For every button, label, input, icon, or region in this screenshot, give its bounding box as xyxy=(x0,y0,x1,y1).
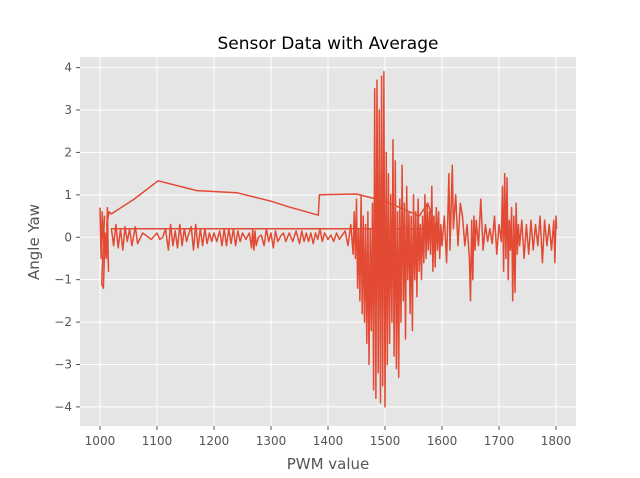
y-tick-label: −3 xyxy=(54,358,72,372)
chart-title: Sensor Data with Average xyxy=(218,34,439,54)
x-tick-label: 1000 xyxy=(85,434,116,448)
x-axis-ticks: 1000 1100 1200 1300 1400 1500 1600 1700 1800 xyxy=(85,426,572,448)
x-tick-label: 1600 xyxy=(427,434,458,448)
y-tick-label: −2 xyxy=(54,315,72,329)
series-line xyxy=(99,71,558,408)
x-tick-label: 1400 xyxy=(313,434,344,448)
y-axis-ticks: −4 −3 −2 −1 0 1 2 3 4 xyxy=(54,61,80,414)
x-tick-label: 1300 xyxy=(256,434,287,448)
y-axis-label: Angle Yaw xyxy=(25,204,43,280)
x-tick-label: 1800 xyxy=(541,434,572,448)
x-tick-label: 1100 xyxy=(142,434,173,448)
x-tick-label: 1700 xyxy=(484,434,515,448)
x-tick-label: 1500 xyxy=(370,434,401,448)
y-tick-label: −4 xyxy=(54,400,72,414)
x-axis-label: PWM value xyxy=(287,455,370,473)
x-tick-label: 1200 xyxy=(199,434,230,448)
y-tick-label: −1 xyxy=(54,273,72,287)
y-tick-label: 4 xyxy=(64,61,72,75)
y-tick-label: 1 xyxy=(64,188,72,202)
y-tick-label: 2 xyxy=(64,145,72,159)
y-tick-label: 3 xyxy=(64,103,72,117)
y-tick-label: 0 xyxy=(64,230,72,244)
